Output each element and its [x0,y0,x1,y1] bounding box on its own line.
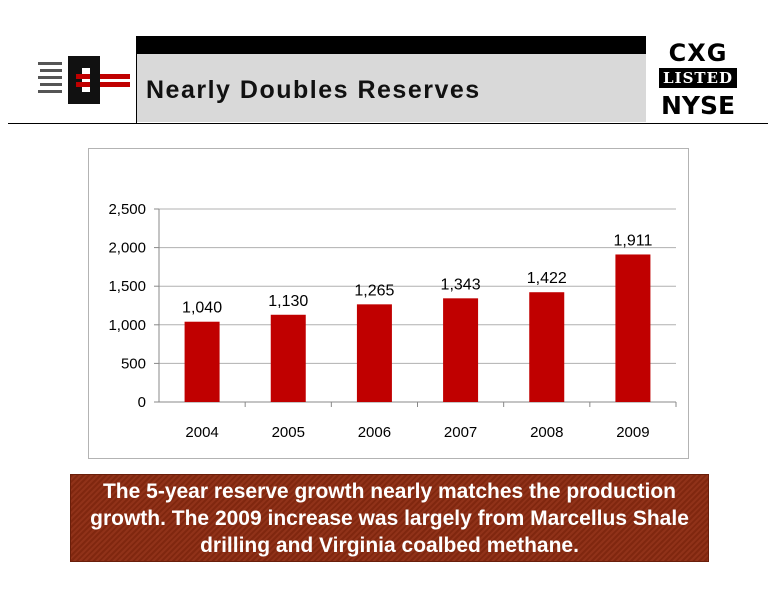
caption-box: The 5-year reserve growth nearly matches… [70,474,709,562]
x-tick-label: 2007 [444,424,477,441]
y-tick-label: 2,000 [108,240,146,257]
bar [270,314,306,402]
x-tick-label: 2009 [616,424,649,441]
data-label: 1,422 [527,270,567,287]
caption-text: The 5-year reserve growth nearly matches… [90,479,689,557]
header-bar [137,36,646,54]
y-tick-label: 2,500 [108,201,146,218]
y-tick-label: 1,500 [108,278,146,295]
x-tick-label: 2004 [185,424,218,441]
x-tick-label: 2008 [530,424,563,441]
data-label: 1,040 [182,300,222,317]
bar [443,298,479,402]
y-tick-label: 500 [121,355,146,372]
listed-label: LISTED [659,68,737,88]
x-tick-label: 2006 [358,424,391,441]
data-label: 1,130 [268,293,308,310]
exchange-name: NYSE [660,91,736,120]
company-logo [38,56,130,104]
x-tick-label: 2005 [272,424,305,441]
nyse-listed-badge: CXG LISTED NYSE [654,36,742,122]
data-label: 1,911 [613,232,652,249]
y-tick-label: 0 [138,394,146,411]
bar [615,254,651,402]
bar [356,304,392,402]
logo-speed-lines [38,62,62,93]
chart-frame: 05001,0001,5002,0002,500Bcf1,04020041,13… [88,148,689,459]
header-divider [136,36,137,124]
data-label: 1,265 [354,282,394,299]
ticker-symbol: CXG [668,39,728,67]
bar [529,292,565,402]
reserves-bar-chart: 05001,0001,5002,0002,500Bcf1,04020041,13… [108,201,677,441]
data-label: 1,343 [441,276,481,293]
header-rule [8,123,768,124]
y-tick-label: 1,000 [108,317,146,334]
page-title: Nearly Doubles Reserves [146,76,481,104]
bar [184,321,220,402]
title-band [137,54,646,122]
